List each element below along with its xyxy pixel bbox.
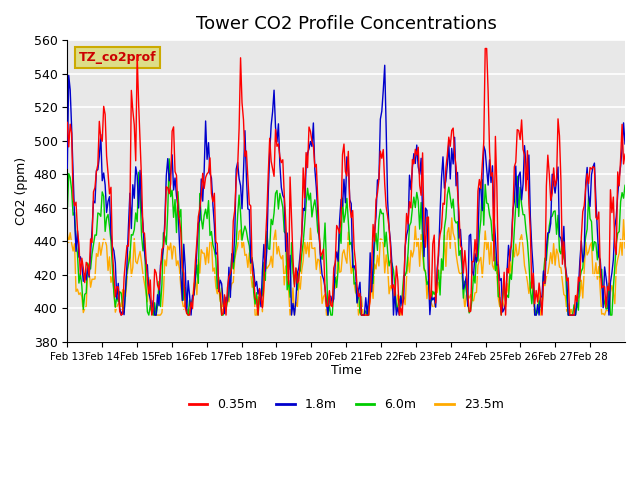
X-axis label: Time: Time <box>331 364 362 377</box>
Y-axis label: CO2 (ppm): CO2 (ppm) <box>15 157 28 225</box>
Title: Tower CO2 Profile Concentrations: Tower CO2 Profile Concentrations <box>196 15 497 33</box>
Legend: 0.35m, 1.8m, 6.0m, 23.5m: 0.35m, 1.8m, 6.0m, 23.5m <box>184 394 509 417</box>
Text: TZ_co2prof: TZ_co2prof <box>79 51 156 64</box>
